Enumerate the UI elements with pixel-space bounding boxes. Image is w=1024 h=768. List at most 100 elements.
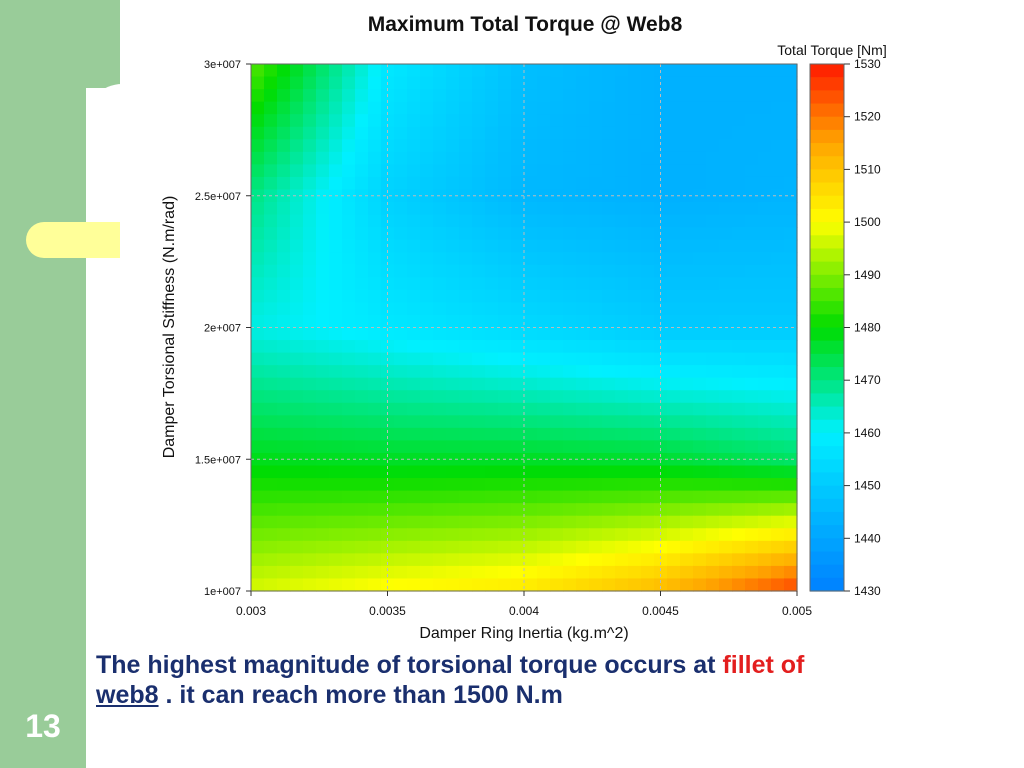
colorbar-segment: [810, 208, 844, 223]
heatmap-cell: [277, 101, 291, 115]
heatmap-cell: [758, 76, 772, 90]
heatmap-cell: [264, 365, 278, 379]
heatmap-cell: [771, 515, 785, 529]
heatmap-cell: [615, 377, 629, 391]
heatmap-cell: [498, 252, 512, 266]
heatmap-cell: [394, 302, 408, 316]
heatmap-cell: [758, 565, 772, 580]
heatmap-cell: [563, 540, 577, 554]
heatmap-cell: [407, 227, 421, 241]
heatmap-cell: [342, 264, 356, 278]
heatmap-cell: [693, 214, 707, 228]
heatmap-cell: [251, 578, 265, 592]
heatmap-cell: [706, 390, 720, 404]
heatmap-cell: [667, 490, 681, 504]
heatmap-cell: [381, 578, 395, 592]
heatmap-cell: [264, 515, 278, 529]
heatmap-cell: [472, 340, 486, 354]
heatmap-cell: [407, 151, 421, 165]
heatmap-cell: [355, 327, 369, 341]
heatmap-cell: [784, 440, 798, 454]
heatmap-cell: [641, 390, 655, 404]
heatmap-cell: [784, 89, 798, 103]
heatmap-cell: [732, 302, 746, 316]
heatmap-cell: [485, 302, 499, 316]
heatmap-cell: [498, 89, 512, 103]
heatmap-cell: [472, 553, 486, 567]
heatmap-cell: [563, 415, 577, 429]
heatmap-cell: [576, 540, 590, 554]
heatmap-cell: [550, 151, 564, 165]
heatmap-cell: [485, 402, 499, 416]
heatmap-cell: [472, 126, 486, 140]
heatmap-cell: [472, 402, 486, 416]
heatmap-cell: [303, 277, 317, 291]
heatmap-cell: [368, 553, 382, 567]
heatmap-cell: [316, 101, 330, 115]
heatmap-cell: [303, 553, 317, 567]
heatmap-cell: [485, 427, 499, 442]
heatmap-cell: [732, 214, 746, 228]
heatmap-cell: [576, 503, 590, 517]
heatmap-cell: [706, 164, 720, 178]
heatmap-cell: [498, 415, 512, 429]
heatmap-cell: [602, 164, 616, 178]
heatmap-cell: [316, 553, 330, 567]
heatmap-cell: [680, 189, 694, 203]
heatmap-cell: [693, 314, 707, 329]
heatmap-cell: [563, 528, 577, 542]
heatmap-cell: [446, 314, 460, 329]
heatmap-cell: [355, 227, 369, 241]
heatmap-cell: [537, 227, 551, 241]
heatmap-cell: [706, 465, 720, 479]
heatmap-cell: [511, 314, 525, 329]
heatmap-cell: [719, 89, 733, 103]
heatmap-cell: [576, 252, 590, 266]
heatmap-cell: [446, 227, 460, 241]
heatmap-cell: [433, 202, 447, 216]
heatmap-cell: [355, 440, 369, 454]
heatmap-cell: [290, 427, 304, 442]
heatmap-cell: [680, 139, 694, 153]
heatmap-cell: [485, 227, 499, 241]
heatmap-cell: [316, 289, 330, 304]
heatmap-cell: [459, 365, 473, 379]
heatmap-cell: [498, 151, 512, 165]
heatmap-cell: [342, 565, 356, 580]
x-tick-label: 0.0035: [369, 604, 406, 618]
heatmap-cell: [368, 151, 382, 165]
heatmap-cell: [290, 402, 304, 416]
heatmap-cell: [784, 139, 798, 153]
heatmap-cell: [368, 340, 382, 354]
heatmap-cell: [394, 214, 408, 228]
heatmap-cell: [615, 277, 629, 291]
heatmap-cell: [381, 402, 395, 416]
heatmap-cell: [589, 252, 603, 266]
heatmap-cell: [329, 302, 343, 316]
heatmap-cell: [485, 239, 499, 253]
heatmap-cell: [719, 314, 733, 329]
heatmap-cell: [550, 227, 564, 241]
heatmap-cell: [732, 176, 746, 191]
heatmap-cell: [498, 377, 512, 391]
heatmap-cell: [420, 327, 434, 341]
heatmap-cell: [576, 565, 590, 580]
heatmap-cell: [628, 415, 642, 429]
heatmap-cell: [524, 239, 538, 253]
heatmap-cell: [420, 427, 434, 442]
heatmap-cell: [563, 440, 577, 454]
heatmap-cell: [498, 302, 512, 316]
heatmap-cell: [433, 565, 447, 580]
heatmap-cell: [537, 302, 551, 316]
heatmap-cell: [511, 365, 525, 379]
heatmap-cell: [433, 503, 447, 517]
heatmap-cell: [628, 578, 642, 592]
heatmap-cell: [524, 427, 538, 442]
heatmap-cell: [472, 390, 486, 404]
heatmap-cell: [628, 515, 642, 529]
heatmap-cell: [550, 176, 564, 191]
heatmap-cell: [706, 503, 720, 517]
heatmap-cell: [654, 440, 668, 454]
heatmap-cell: [641, 565, 655, 580]
heatmap-cell: [628, 126, 642, 140]
